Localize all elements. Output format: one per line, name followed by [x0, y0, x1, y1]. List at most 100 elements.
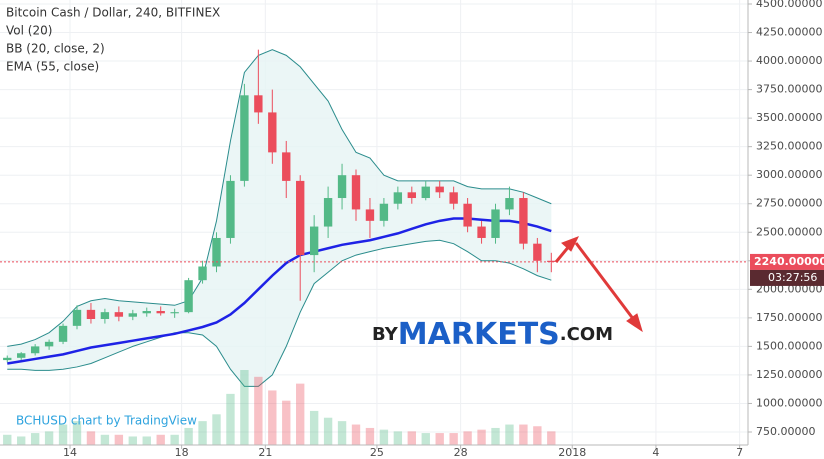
candle-body — [337, 175, 347, 199]
candle-body — [309, 226, 319, 256]
candle-body — [491, 209, 500, 238]
candle-body — [505, 198, 514, 210]
volume-bar — [170, 434, 179, 445]
candle-body — [17, 353, 26, 358]
countdown-badge — [750, 269, 824, 286]
last-price-label: 2240.00000 — [754, 255, 824, 268]
volume-bar — [128, 436, 137, 445]
candle-body — [519, 198, 528, 244]
candle-body — [72, 309, 82, 326]
candle-body — [407, 192, 416, 199]
candle-body — [282, 152, 291, 181]
y-tick-label: 4250.00000 — [756, 26, 822, 39]
arrow-head — [626, 313, 643, 333]
candle-body — [254, 95, 263, 113]
x-tick-label: 18 — [175, 446, 189, 459]
volume-bar — [268, 390, 277, 445]
volume-bar — [519, 424, 528, 445]
volume-bar — [226, 393, 235, 445]
candle-body — [142, 311, 151, 314]
candle-body — [30, 346, 40, 354]
y-tick-label: 4000.00000 — [756, 54, 822, 67]
volume-bar — [3, 434, 12, 445]
candle-body — [533, 243, 542, 261]
candle-body — [156, 311, 165, 314]
volume-bar — [393, 431, 403, 445]
bb-lower — [7, 239, 552, 387]
candle-body — [477, 226, 486, 238]
volume-bar — [491, 427, 500, 445]
x-tick-label: 7 — [736, 446, 743, 459]
candle-body — [435, 186, 444, 193]
volume-bar — [100, 434, 110, 445]
bb-fill — [7, 49, 552, 387]
volume-bar — [365, 427, 375, 445]
y-tick-label: 3500.00000 — [756, 111, 822, 124]
volume-bar — [337, 421, 347, 445]
volume-bar — [463, 431, 472, 445]
volume-bar — [477, 429, 486, 445]
volume-bar — [254, 376, 263, 445]
candle-body — [351, 175, 361, 210]
volume-bar — [505, 424, 514, 445]
x-tick-label: 25 — [370, 446, 384, 459]
volume-bar — [114, 434, 124, 445]
candle-body — [212, 237, 221, 267]
indicator-label: EMA (55, close) — [6, 60, 99, 74]
candle-body — [393, 192, 403, 204]
volume-bar — [296, 383, 305, 445]
attribution: BCHUSD chart by TradingView — [16, 414, 197, 428]
candle-body — [240, 95, 249, 181]
chart-title: Bitcoin Cash / Dollar, 240, BITFINEX — [6, 6, 220, 20]
candle-body — [365, 209, 375, 221]
volume-bar — [323, 417, 333, 445]
candle-body — [547, 260, 556, 262]
volume-bar — [547, 431, 556, 445]
y-tick-label: 1500.00000 — [756, 339, 822, 352]
candle-body — [421, 186, 430, 199]
volume-bar — [282, 400, 291, 445]
volume-bar — [351, 424, 361, 445]
candle-body — [198, 266, 207, 281]
annotation-arrow — [554, 236, 643, 333]
volume-bar — [72, 421, 82, 445]
y-tick-label: 3000.00000 — [756, 168, 822, 181]
candle-body — [323, 198, 333, 227]
volume-bar — [17, 436, 26, 445]
y-tick-label: 750.00000 — [756, 425, 816, 438]
y-tick-label: 2500.00000 — [756, 225, 822, 238]
watermark-suffix: .COM — [560, 324, 613, 345]
candle-body — [86, 309, 96, 319]
volume-bar — [156, 434, 165, 445]
y-tick-label: 3750.00000 — [756, 83, 822, 96]
x-tick-label: 2018 — [558, 446, 586, 459]
plot — [0, 49, 748, 445]
volume-bar — [379, 429, 389, 445]
volume-bar — [240, 370, 249, 445]
candle-body — [268, 112, 277, 153]
candle-body — [296, 180, 305, 256]
candle-body — [449, 192, 458, 204]
candle-body — [184, 280, 193, 313]
y-tick-label: 3250.00000 — [756, 140, 822, 153]
last-price-badge — [750, 253, 824, 270]
overlay: Bitcoin Cash / Dollar, 240, BITFINEX Vol… — [6, 6, 643, 428]
volume-bar — [58, 424, 68, 445]
bb-upper — [7, 49, 552, 347]
arrow-head — [561, 236, 580, 252]
volume-bar — [421, 433, 430, 445]
volume-bar — [533, 426, 542, 445]
axis-panel — [748, 0, 824, 459]
volume-bar — [212, 414, 221, 445]
candle-body — [170, 312, 179, 314]
x-tick-label: 4 — [652, 446, 659, 459]
volume-bar — [309, 410, 319, 445]
indicator-label: Vol (20) — [6, 24, 52, 38]
candle-body — [114, 312, 124, 317]
candle-body — [463, 203, 472, 227]
y-tick-label: 2750.00000 — [756, 197, 822, 210]
volume-bar — [449, 433, 458, 445]
volume-bar — [86, 431, 96, 445]
